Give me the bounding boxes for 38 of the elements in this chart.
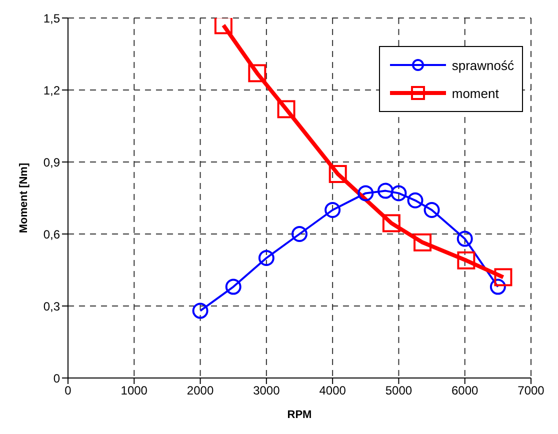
point [214, 18, 232, 34]
legend-label: moment [452, 86, 499, 100]
y-tick-label: 0 [53, 371, 60, 386]
point [456, 230, 473, 247]
point [292, 226, 308, 242]
point [494, 268, 512, 286]
point [407, 192, 424, 208]
x-tick-label: 6000 [452, 384, 479, 398]
legend-label: sprawność [452, 58, 514, 72]
point [328, 165, 347, 183]
point [382, 214, 400, 232]
x-tick-label: 2000 [186, 384, 214, 398]
y-tick-label: 1,5 [43, 11, 60, 26]
point [377, 182, 394, 199]
point [390, 185, 407, 202]
x-tick-label: 5000 [385, 384, 412, 398]
x-tick-label: 4000 [319, 384, 346, 398]
y-axis-title: Moment [Nm] [18, 162, 30, 234]
point [225, 278, 242, 295]
point [490, 278, 506, 295]
point [358, 185, 374, 202]
y-tick-label: 0,9 [43, 155, 60, 170]
y-tick-label: 0,6 [43, 227, 60, 242]
y-tick-label: 0,3 [43, 299, 60, 314]
point [324, 202, 341, 218]
point [457, 251, 476, 270]
x-tick-label: 7000 [518, 384, 545, 398]
point [277, 100, 296, 118]
point [258, 250, 274, 266]
point [414, 233, 432, 252]
point [192, 302, 208, 319]
point [248, 64, 266, 82]
x-tick-label: 3000 [253, 384, 280, 398]
x-tick-label: 0 [64, 384, 72, 398]
point [424, 202, 440, 218]
x-tick-label: 1000 [120, 384, 148, 398]
y-tick-label: 1,2 [43, 83, 60, 98]
x-axis-title: RPM [287, 409, 312, 421]
